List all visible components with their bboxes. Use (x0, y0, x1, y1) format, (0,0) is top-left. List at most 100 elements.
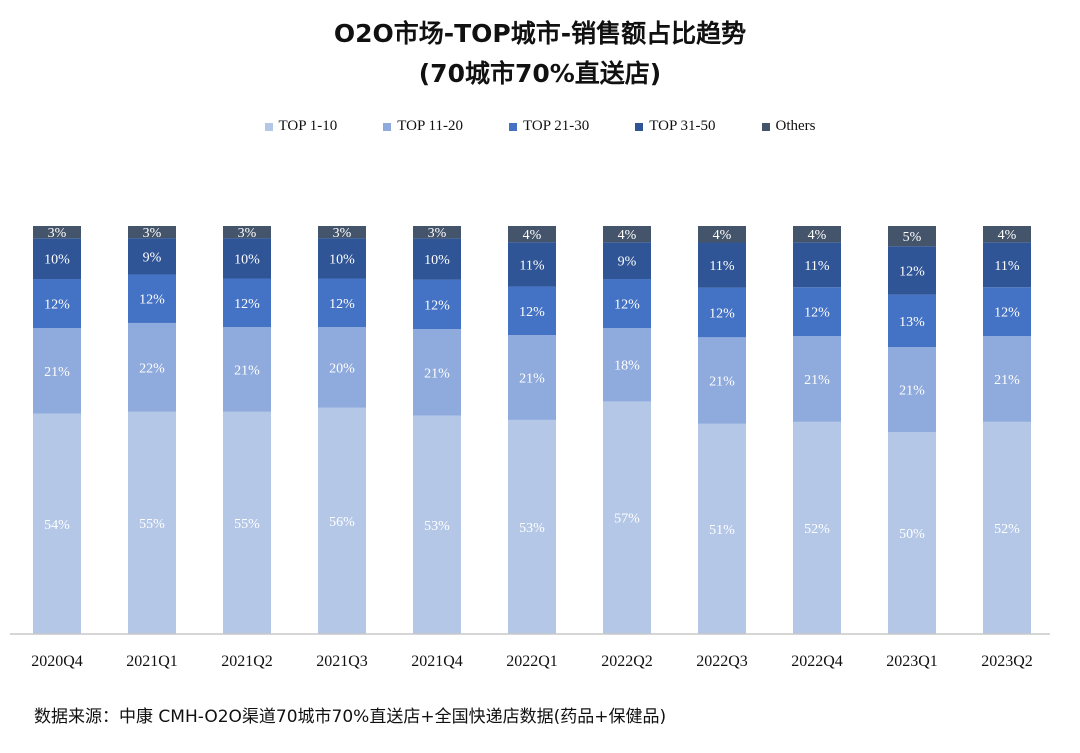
data-label-2023Q1-s0: 50% (899, 527, 925, 542)
bar-segment-2022Q3-s1 (698, 337, 746, 424)
x-tick-label-2022Q2: 2022Q2 (601, 653, 653, 670)
bar-segment-2023Q1-s4 (888, 226, 936, 247)
bar-segment-2022Q2-s0 (603, 401, 651, 634)
data-label-2022Q1-s0: 53% (519, 521, 545, 536)
watermark: 中康CMH (138, 375, 840, 530)
data-label-2020Q4-s2: 12% (44, 298, 70, 313)
data-label-2022Q1-s2: 12% (519, 305, 545, 320)
bar-segment-2021Q3-s4 (318, 226, 366, 239)
bar-segment-2023Q1-s0 (888, 432, 936, 634)
bar-segment-2021Q1-s1 (128, 322, 176, 412)
bar-segment-2022Q1-s3 (508, 242, 556, 287)
legend-swatch (761, 122, 770, 131)
data-label-2023Q1-s3: 12% (899, 264, 925, 279)
data-label-2021Q4-s2: 12% (424, 298, 450, 313)
legend-item-others: Others (761, 118, 816, 135)
bar-segment-2021Q4-s3 (413, 238, 461, 280)
data-label-2022Q3-s1: 21% (709, 375, 735, 390)
bar-segment-2020Q4-s2 (33, 279, 81, 328)
legend-label: TOP 1-10 (278, 118, 338, 134)
bar-segment-2023Q1-s2 (888, 294, 936, 348)
bar-segment-2022Q4-s0 (793, 421, 841, 634)
bar-segment-2023Q1-s3 (888, 246, 936, 295)
legend-swatch (635, 122, 644, 131)
legend-item-top-11-20: TOP 11-20 (383, 118, 463, 135)
data-label-2021Q3-s4: 3% (333, 226, 352, 241)
bar-segment-2023Q2-s2 (983, 287, 1031, 337)
data-label-2021Q3-s3: 10% (329, 252, 355, 267)
data-label-2022Q2-s0: 57% (614, 512, 640, 527)
x-tick-label-2023Q1: 2023Q1 (886, 653, 938, 670)
chart-title-line-2: (70城市70%直送店) (418, 59, 662, 88)
data-label-2022Q4-s3: 11% (804, 259, 829, 274)
bar-segment-2022Q3-s3 (698, 242, 746, 288)
legend-swatch (264, 122, 273, 131)
data-label-2020Q4-s0: 54% (44, 518, 70, 533)
bar-segment-2022Q4-s1 (793, 336, 841, 422)
data-label-2023Q2-s1: 21% (994, 373, 1020, 388)
bar-segment-2022Q4-s3 (793, 242, 841, 288)
bar-segment-2023Q2-s3 (983, 242, 1031, 288)
bar-segment-2021Q4-s2 (413, 279, 461, 330)
bar-segment-2022Q3-s0 (698, 423, 746, 634)
bar-segment-2023Q2-s1 (983, 336, 1031, 422)
data-label-2022Q4-s0: 52% (804, 522, 830, 537)
bar-segment-2022Q2-s4 (603, 226, 651, 243)
bar-segment-2020Q4-s0 (33, 413, 81, 634)
data-label-2021Q1-s2: 12% (139, 293, 165, 308)
data-label-2021Q4-s0: 53% (424, 519, 450, 534)
watermark-text: 中康CMH (300, 390, 839, 528)
data-label-2021Q4-s4: 3% (428, 226, 447, 241)
legend-label: Others (775, 118, 816, 134)
chart-legend: TOP 1-10 TOP 11-20 TOP 21-30 TOP 31-50 O… (0, 118, 1080, 135)
legend-label: TOP 21-30 (522, 118, 590, 134)
bar-segment-2021Q1-s0 (128, 411, 176, 634)
data-label-2023Q1-s2: 13% (899, 315, 925, 330)
data-label-2022Q2-s4: 4% (618, 228, 637, 243)
x-tick-label-2022Q3: 2022Q3 (696, 653, 748, 670)
data-label-2023Q2-s4: 4% (998, 228, 1017, 243)
legend-item-top-1-10: TOP 1-10 (264, 118, 338, 135)
bar-segment-2021Q3-s3 (318, 238, 366, 279)
legend-swatch (508, 122, 517, 131)
data-label-2020Q4-s1: 21% (44, 365, 70, 380)
data-label-2022Q3-s3: 11% (709, 259, 734, 274)
data-label-2021Q3-s1: 20% (329, 361, 355, 376)
bar-segment-2021Q3-s0 (318, 407, 366, 634)
x-axis-tick-labels: 2020Q4 2021Q1 2021Q2 2021Q3 2021Q4 2022Q1 2022… (31, 653, 1033, 670)
data-label-2021Q4-s3: 10% (424, 253, 450, 268)
bar-segment-2021Q4-s1 (413, 329, 461, 416)
data-label-2022Q3-s4: 4% (713, 228, 732, 243)
data-label-2021Q4-s1: 21% (424, 366, 450, 381)
chart-title-line-1: O2O市场-TOP城市-销售额占比趋势 (333, 19, 747, 48)
data-label-2022Q1-s1: 21% (519, 371, 545, 386)
legend-label: TOP 11-20 (397, 118, 463, 134)
bar-segment-2021Q1-s2 (128, 274, 176, 323)
data-label-2021Q1-s1: 22% (139, 361, 165, 376)
data-label-2021Q3-s0: 56% (329, 515, 355, 530)
bar-segment-2021Q2-s0 (223, 411, 271, 634)
data-label-2021Q1-s4: 3% (143, 226, 162, 241)
bar-segment-2021Q3-s1 (318, 326, 366, 408)
data-source-note: 数据来源：中康 CMH-O2O渠道70城市70%直送店+全国快递店数据(药品+保… (34, 707, 667, 727)
bar-segment-2020Q4-s1 (33, 328, 81, 414)
data-label-2021Q2-s0: 55% (234, 517, 260, 532)
bar-segment-2022Q1-s2 (508, 286, 556, 336)
data-label-2020Q4-s3: 10% (44, 253, 70, 268)
data-label-2021Q2-s1: 21% (234, 363, 260, 378)
bar-segment-2021Q1-s3 (128, 238, 176, 275)
bar-segment-2023Q1-s1 (888, 347, 936, 433)
data-label-2022Q1-s4: 4% (523, 228, 542, 243)
bars-layer: 54% 21% 12% 10% 3% 55% 22% 12% 9% 3% 55% 21% 12% 10% 3… (33, 226, 1031, 634)
bar-segment-2021Q3-s2 (318, 278, 366, 327)
legend-label: TOP 31-50 (649, 118, 716, 134)
data-label-2022Q2-s2: 12% (614, 298, 640, 313)
bar-segment-2021Q4-s4 (413, 226, 461, 239)
legend-item-top-21-30: TOP 21-30 (508, 118, 590, 135)
bar-segment-2022Q2-s2 (603, 279, 651, 328)
data-label-2022Q3-s0: 51% (709, 523, 735, 538)
data-label-2023Q1-s4: 5% (903, 230, 922, 245)
data-label-2021Q1-s0: 55% (139, 517, 165, 532)
data-label-2022Q2-s1: 18% (614, 359, 640, 374)
data-label-2023Q2-s3: 11% (994, 259, 1019, 274)
